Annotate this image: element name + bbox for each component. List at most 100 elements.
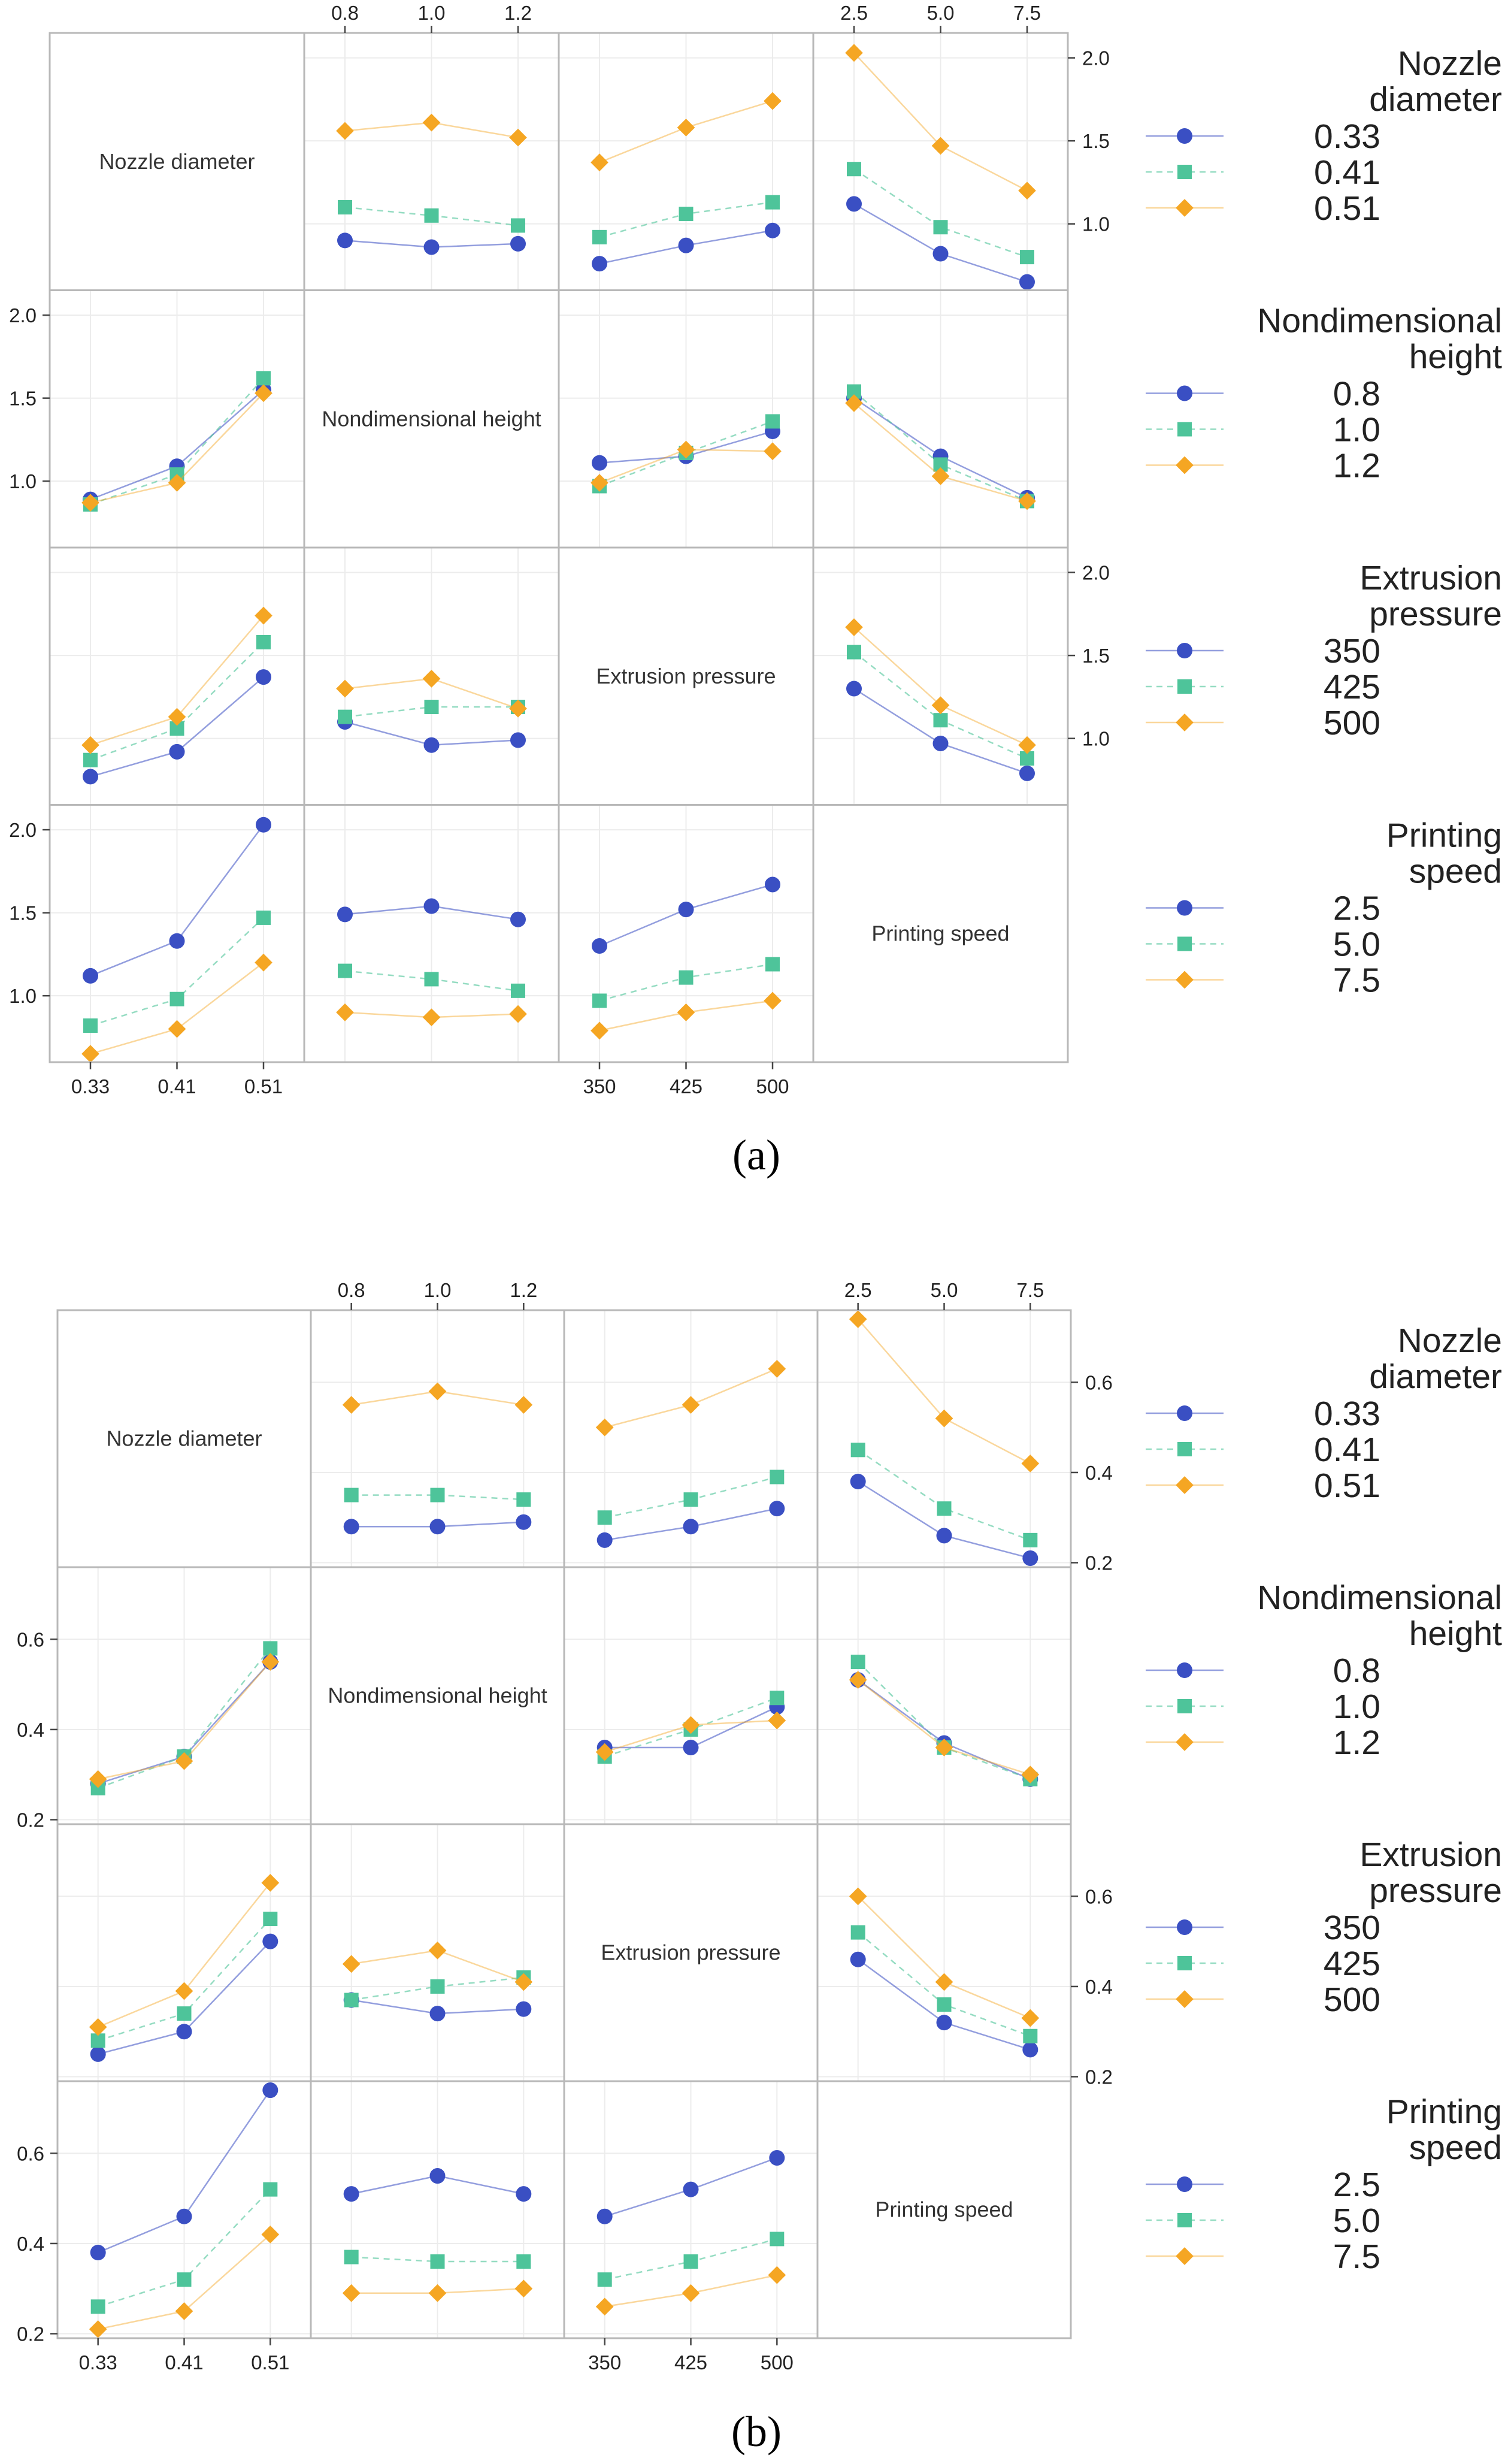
data-point: [168, 708, 186, 726]
y-tick-label: 1.5: [9, 902, 37, 924]
data-point: [768, 1359, 786, 1378]
data-point: [683, 1492, 698, 1507]
cell-1-3: [816, 1566, 1072, 1825]
data-point: [596, 2208, 613, 2224]
cell-1-0: 2.0 1.5 1.0: [9, 289, 305, 549]
y-tick-label: 0.4: [1085, 1462, 1113, 1484]
data-point: [683, 2254, 698, 2269]
legend-marker: [1176, 1476, 1194, 1494]
data-point: [1022, 2042, 1038, 2058]
data-point: [81, 494, 99, 512]
cell-3-2: [558, 804, 814, 1063]
legend-marker: [1177, 422, 1192, 437]
y-tick-label: 1.0: [1082, 728, 1110, 750]
legend-value: 350: [1324, 632, 1380, 670]
data-point: [845, 44, 863, 62]
cell-2-2: Extrusion pressure: [558, 546, 814, 806]
data-point: [765, 876, 780, 893]
data-point: [81, 1045, 99, 1063]
data-point: [769, 2149, 785, 2166]
legend-title: speed: [1409, 852, 1502, 891]
y-tick-label: 1.5: [1082, 130, 1110, 152]
data-point: [932, 735, 949, 751]
data-point: [338, 199, 352, 214]
x-tick-label-top: 0.8: [338, 1279, 365, 1301]
data-point: [935, 1409, 953, 1428]
data-point: [175, 1982, 193, 2000]
data-point: [932, 246, 949, 262]
legend-value: 0.8: [1333, 1652, 1380, 1690]
data-point: [336, 679, 354, 698]
legend-value: 1.0: [1333, 1688, 1380, 1726]
legend-title: Nondimensional: [1257, 302, 1502, 340]
cell-0-0: Nozzle diameter: [49, 32, 305, 291]
x-tick-label-bottom: 500: [756, 1075, 789, 1098]
data-point: [169, 933, 185, 949]
series-line-0.41: [351, 1494, 524, 1501]
data-point: [850, 1925, 865, 1940]
data-point: [764, 991, 782, 1010]
diagonal-label: Printing speed: [875, 2197, 1013, 2222]
cell-2-3: 0.6 0.4 0.2: [816, 1823, 1113, 2088]
cell-3-1: [310, 2080, 565, 2339]
data-point: [509, 128, 527, 147]
legend-marker: [1176, 456, 1194, 474]
legend-value: 7.5: [1333, 962, 1380, 1000]
cell-0-3: 2.0 1.5 1.0: [812, 32, 1110, 291]
data-point: [849, 1671, 867, 1689]
cell-2-1: [303, 546, 560, 806]
data-point: [679, 207, 694, 222]
data-point: [937, 1997, 952, 2012]
legend-value: 5.0: [1333, 926, 1380, 964]
y-tick-label: 0.2: [17, 1809, 44, 1831]
data-point: [428, 1941, 447, 1960]
cell-2-0: [49, 546, 305, 806]
data-point: [90, 2299, 105, 2314]
legend-value: 425: [1324, 1945, 1380, 1983]
data-point: [769, 1501, 785, 1517]
legend-title: pressure: [1369, 1872, 1502, 1910]
data-point: [514, 1973, 533, 1991]
x-tick-label-top: 1.2: [510, 1279, 537, 1301]
legend-marker: [1176, 971, 1194, 989]
cell-2-0: [56, 1823, 312, 2082]
data-point: [1018, 492, 1036, 510]
data-point: [514, 2279, 533, 2298]
y-tick-label: 0.4: [17, 1719, 44, 1741]
cell-3-0: 2.0 1.5 1.0: [9, 804, 305, 1063]
data-point: [764, 92, 782, 110]
cell-0-0: Nozzle diameter: [56, 1309, 312, 1568]
legend-title: Nozzle: [1398, 44, 1502, 83]
data-point: [424, 208, 439, 223]
data-point: [850, 1443, 865, 1458]
data-point: [262, 2082, 278, 2099]
interaction-matrix-b: Nozzle diameter 0.6 0.4 0.2 0.6 0.4 0.2 Nondime…: [17, 1279, 1502, 2456]
data-point: [338, 963, 352, 978]
data-point: [1021, 1455, 1040, 1473]
data-point: [846, 196, 862, 212]
data-point: [933, 220, 948, 235]
legend-value: 0.41: [1314, 153, 1380, 192]
x-tick-label-bottom: 425: [670, 1075, 702, 1098]
data-point: [262, 1933, 278, 1949]
cell-2-3: 2.0 1.5 1.0: [812, 546, 1110, 806]
data-point: [591, 1021, 608, 1040]
data-point: [423, 737, 440, 753]
legend-marker: [1176, 1990, 1194, 2008]
x-tick-label-bottom: 425: [674, 2351, 707, 2374]
data-point: [168, 474, 186, 492]
data-point: [765, 222, 780, 238]
data-point: [255, 384, 272, 403]
y-tick-label: 1.0: [1082, 213, 1110, 235]
legend-title: Nozzle: [1398, 1322, 1502, 1360]
data-point: [90, 2245, 106, 2260]
interaction-matrix-a: Nozzle diameter2.01.51.02.01.51.0Nondime…: [9, 2, 1502, 1179]
y-tick-label: 0.2: [1085, 1552, 1113, 1574]
x-tick-label-top: 5.0: [931, 1279, 958, 1301]
data-point: [677, 1003, 695, 1021]
data-point: [931, 137, 950, 155]
data-point: [83, 752, 98, 767]
x-tick-label-bottom: 0.51: [251, 2351, 289, 2374]
